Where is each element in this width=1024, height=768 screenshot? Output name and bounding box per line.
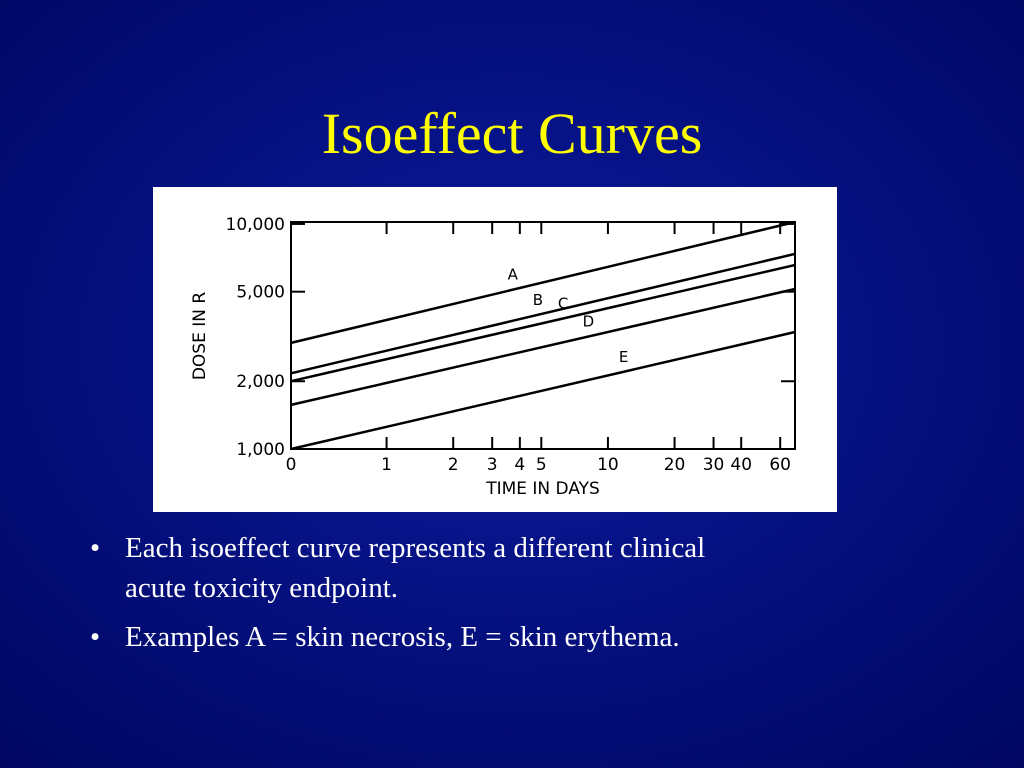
y-tick-label: 1,000: [236, 440, 285, 460]
y-tick-label: 10,000: [226, 215, 285, 235]
x-tick-label: 2: [448, 455, 459, 475]
curve: [290, 330, 796, 451]
x-tick-label: 0: [286, 455, 297, 475]
x-tick-label: 10: [597, 455, 619, 475]
x-tick-label: 40: [730, 455, 752, 475]
x-tick-label: 4: [514, 455, 525, 475]
curve-label: A: [508, 266, 519, 284]
x-tick-label: 3: [487, 455, 498, 475]
x-tick-label: 1: [381, 455, 392, 475]
bullet-marker: •: [90, 532, 100, 564]
x-tick-label: 20: [664, 455, 686, 475]
curve: [290, 287, 796, 407]
y-tick-label: 2,000: [236, 372, 285, 392]
curve-label: D: [583, 313, 595, 331]
x-axis-label: TIME IN DAYS: [485, 479, 600, 499]
curve: [290, 252, 796, 375]
bullet-marker: •: [90, 621, 100, 653]
curve-label: B: [533, 291, 543, 309]
x-tick-label: 60: [769, 455, 791, 475]
plot-frame: [290, 221, 796, 450]
bullet-text: Examples A = skin necrosis, E = skin ery…: [125, 621, 680, 653]
slide-title: Isoeffect Curves: [322, 101, 703, 166]
x-tick-label: 30: [703, 455, 725, 475]
y-axis-label: DOSE IN R: [190, 292, 210, 381]
curve-label: E: [619, 348, 628, 366]
bullet-text: acute toxicity endpoint.: [125, 572, 398, 604]
y-tick-label: 5,000: [236, 283, 285, 303]
curve-label: C: [558, 294, 568, 312]
bullet-text: Each isoeffect curve represents a differ…: [125, 532, 705, 564]
curve: [290, 220, 796, 345]
curve: [290, 263, 796, 383]
x-tick-label: 5: [536, 455, 547, 475]
